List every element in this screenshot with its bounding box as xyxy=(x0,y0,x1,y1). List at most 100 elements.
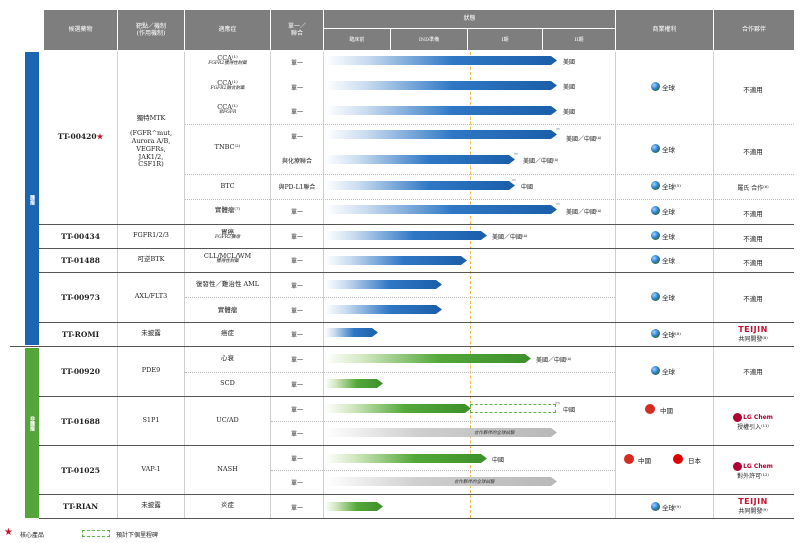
mono-label: 單一 xyxy=(290,431,303,438)
bar-footnote: ⁽³⁾ xyxy=(514,152,518,157)
target-tt00434: FGFR1/2/3 xyxy=(133,231,169,240)
partner-trial-label: 合作夥伴的全球試驗 xyxy=(474,431,515,436)
indication-solid-tumor: 實體瘤⁽⁷⁾ xyxy=(214,206,241,214)
partner-trial-label: 合作夥伴的全球試驗 xyxy=(454,480,495,485)
sub-row-divider xyxy=(271,421,615,422)
progress-bar xyxy=(325,328,378,337)
core-product-star-icon: ★ xyxy=(96,131,104,141)
candidate-tt00420: TT-00420 ★ xyxy=(57,131,104,141)
partner-relation: 授權引入⁽¹¹⁾ xyxy=(737,424,769,431)
target-ttrian: 未披露 xyxy=(141,501,161,510)
category-oncology-bar xyxy=(25,52,39,345)
grid-line xyxy=(184,52,185,518)
partner-na: 不適用 xyxy=(743,259,763,267)
rights-label: 中國 xyxy=(638,457,651,465)
mono-label: 單一 xyxy=(290,308,303,315)
lg-chem-logo: LG Chem xyxy=(714,413,792,422)
progress-bar xyxy=(325,305,442,314)
sub-row-divider xyxy=(185,174,794,175)
rights-label: 全球 xyxy=(662,368,675,376)
sub-row-divider xyxy=(271,470,615,471)
rights-label: 全球 xyxy=(662,84,675,92)
partner-na: 不適用 xyxy=(743,368,763,376)
progress-bar xyxy=(325,256,467,265)
indication-cca-3: CCA⁽¹⁾ 非FGFR xyxy=(217,103,238,115)
legend-milestone-label: 預計下個里程碑 xyxy=(116,532,159,539)
teijin-logo: TEIJIN xyxy=(738,325,768,334)
row-divider xyxy=(39,248,794,249)
row-divider xyxy=(39,494,794,495)
bar-label: 美國 xyxy=(563,109,576,116)
header-rights: 商業權利 xyxy=(616,10,713,50)
row-divider xyxy=(39,272,794,273)
target-tt00420: 獨特MTK (FGFR^mut, Aurora A/B, VEGFRs, JAK… xyxy=(129,113,173,169)
indication-heart-failure: 心衰 xyxy=(221,354,234,362)
legend-milestone-box xyxy=(82,530,110,537)
grid-line xyxy=(323,52,324,518)
bar-label: 美國 xyxy=(563,59,576,66)
bar-label: 美國／中國⁽⁴⁾ xyxy=(566,209,602,216)
bar-label: 中國 xyxy=(563,407,576,414)
legend-core-label: 核心產品 xyxy=(20,532,45,539)
candidate-tt01025: TT-01025 xyxy=(61,465,100,475)
target-ttromi: 未披露 xyxy=(141,329,161,338)
header-target: 靶點／機制 (作用機制) xyxy=(118,10,184,50)
target-tt00973: AXL/FLT3 xyxy=(134,292,168,301)
progress-bar xyxy=(325,502,383,511)
mono-label: 單一 xyxy=(290,505,303,512)
partner-na: 不適用 xyxy=(743,295,763,303)
partner-na: 不適用 xyxy=(743,235,763,243)
bar-label: 美國／中國⁽⁴⁾ xyxy=(523,158,559,165)
candidate-ttromi: TT-ROMI xyxy=(61,329,100,339)
partner-na: 不適用 xyxy=(743,148,763,156)
mono-label: 單一 xyxy=(290,332,303,339)
globe-icon xyxy=(651,206,660,215)
legend-star-icon: ★ xyxy=(4,527,13,538)
combo-chemo-label: 與化療聯合 xyxy=(281,158,312,165)
progress-bar xyxy=(325,81,557,90)
category-non-oncology-label: 非腫瘤 xyxy=(29,416,35,431)
rights-label: 全球 xyxy=(662,257,675,265)
globe-icon xyxy=(651,502,660,511)
partner-teijin: TEIJIN 共同開發⁽⁸⁾ xyxy=(714,325,792,343)
lg-logo-icon xyxy=(733,462,743,471)
mono-label: 單一 xyxy=(290,209,303,216)
progress-bar xyxy=(325,231,487,240)
indication-scd: SCD xyxy=(220,379,235,387)
globe-icon xyxy=(651,292,660,301)
partner-relation: 共同開發⁽⁹⁾ xyxy=(738,508,768,515)
grid-line xyxy=(117,52,118,518)
progress-bar xyxy=(325,454,487,463)
partner-teijin: TEIJIN 共同開發⁽⁹⁾ xyxy=(714,497,792,515)
mono-label: 單一 xyxy=(290,109,303,116)
indication-aml: 復發性／難治性 AML xyxy=(195,280,260,288)
bar-footnote: ⁽³⁾ xyxy=(512,178,516,183)
indication-tnbc: TNBC⁽²⁾ xyxy=(214,143,241,151)
indication-ucad: UC/AD xyxy=(216,416,239,424)
row-divider xyxy=(10,346,794,347)
bar-label: 中國 xyxy=(521,184,534,191)
bar-footnote: ⁽³⁾ xyxy=(556,202,560,207)
lg-logo-icon xyxy=(733,413,743,422)
partner-trial-bar xyxy=(325,477,557,486)
progress-bar xyxy=(325,280,442,289)
progress-bar xyxy=(325,155,515,164)
rights-label: 全球 xyxy=(662,146,675,154)
indication-gastric: 胃癌 FGFR2擴增 xyxy=(214,228,241,240)
row-divider xyxy=(39,396,794,397)
partner-relation: 對外許可⁽¹²⁾ xyxy=(737,473,769,480)
rights-label: 全球⁽⁵⁾ xyxy=(662,183,681,191)
header-phase2: II期 xyxy=(543,29,615,50)
globe-icon xyxy=(651,255,660,264)
indication-cca-1: CCA⁽¹⁾ FGFR2獲得性耐藥 xyxy=(208,54,247,66)
partner-lg-chem: LG Chem 授權引入⁽¹¹⁾ xyxy=(714,413,792,431)
bar-footnote: ⁽³⁾ xyxy=(556,127,560,132)
globe-icon xyxy=(651,329,660,338)
indication-cancer: 癌症 xyxy=(221,329,234,337)
globe-icon xyxy=(651,231,660,240)
globe-icon xyxy=(651,181,660,190)
globe-icon xyxy=(651,366,660,375)
progress-bar xyxy=(325,354,531,363)
mono-label: 單一 xyxy=(290,258,303,265)
rights-label: 全球⁽⁹⁾ xyxy=(662,504,681,512)
